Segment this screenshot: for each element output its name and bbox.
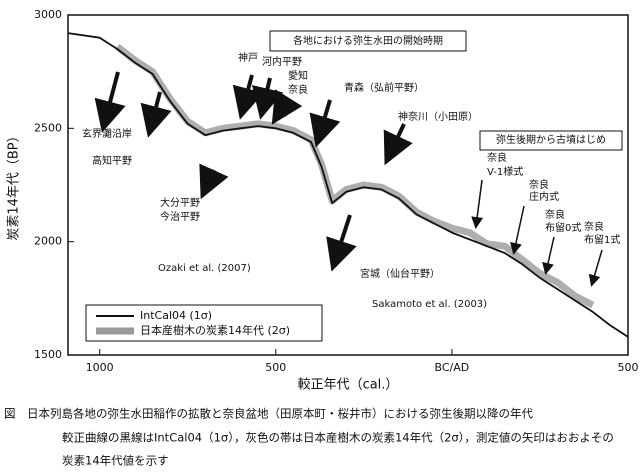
arrow — [383, 123, 413, 166]
annotation: 各地における弥生水田の開始時期 — [293, 34, 443, 47]
x-tick-label: 500 — [265, 361, 286, 374]
plot-frame — [67, 14, 629, 356]
annotation: 今治平野 — [160, 210, 200, 223]
y-axis-label: 炭素14年代（BP） — [7, 129, 22, 240]
annotation: 布留0式 — [545, 221, 581, 234]
arrow — [251, 77, 284, 120]
arrow — [588, 249, 603, 287]
caption: 較正曲線の黒線はIntCal04（1σ），灰色の帯は日本産樹木の炭素14年代（2… — [62, 431, 614, 445]
note-box — [479, 130, 623, 151]
annotation: 奈良 — [545, 208, 565, 221]
y-tick-label: 2000 — [34, 235, 62, 248]
annotation: 青森（弘前平野） — [344, 81, 424, 94]
y-tick-label: 2500 — [34, 121, 62, 134]
annotation: 弥生後期から古墳はじめ — [496, 133, 606, 146]
title-box — [269, 30, 467, 52]
legend-label: 日本産樹木の炭素14年代 (2σ) — [140, 323, 290, 337]
annotation: 奈良 — [529, 178, 549, 191]
annotation: 奈良 — [288, 83, 308, 96]
annotation: 庄内式 — [529, 190, 559, 203]
annotation: 大分平野 — [160, 196, 200, 209]
annotation: 玄界灘沿岸 — [82, 127, 132, 140]
annotation: V-1様式 — [487, 165, 523, 178]
arrow — [199, 163, 229, 200]
curve-line — [67, 32, 629, 338]
arrow — [271, 89, 303, 125]
x-axis-label: 較正年代（cal.） — [298, 378, 399, 393]
x-tick-label: BC/AD — [435, 361, 470, 374]
annotation: 奈良 — [584, 220, 604, 233]
arrow — [94, 71, 126, 133]
annotation: 宮城（仙台平野） — [360, 267, 440, 280]
annotation: 高知平野 — [92, 154, 132, 167]
arrow — [140, 91, 172, 138]
caption: 炭素14年代値を示す — [62, 454, 169, 468]
annotation: 奈良 — [487, 151, 507, 164]
annotation: 神戸 — [238, 51, 258, 64]
caption: 図 日本列島各地の弥生水田稲作の拡散と奈良盆地（田原本町・桜井市）における弥生後… — [4, 407, 533, 421]
y-tick-label: 1500 — [34, 348, 62, 361]
arrow — [471, 179, 484, 229]
arrow — [232, 74, 264, 120]
annotation: 愛知 — [288, 69, 308, 82]
x-tick-label: 500 — [618, 361, 639, 374]
annotation: Sakamoto et al. (2003) — [372, 299, 487, 310]
arrow — [542, 236, 555, 275]
arrow — [510, 205, 525, 255]
annotation: 河内平野 — [262, 55, 302, 68]
arrow — [326, 214, 357, 272]
annotation: Ozaki et al. (2007) — [158, 263, 251, 274]
legend-box — [85, 304, 323, 342]
legend-label: IntCal04 (1σ) — [140, 309, 212, 322]
annotation: 神奈川（小田原） — [398, 110, 478, 123]
annotation: 布留1式 — [584, 233, 620, 246]
y-tick-label: 3000 — [34, 8, 62, 21]
x-tick-label: 1000 — [86, 361, 114, 374]
arrow — [309, 99, 341, 148]
